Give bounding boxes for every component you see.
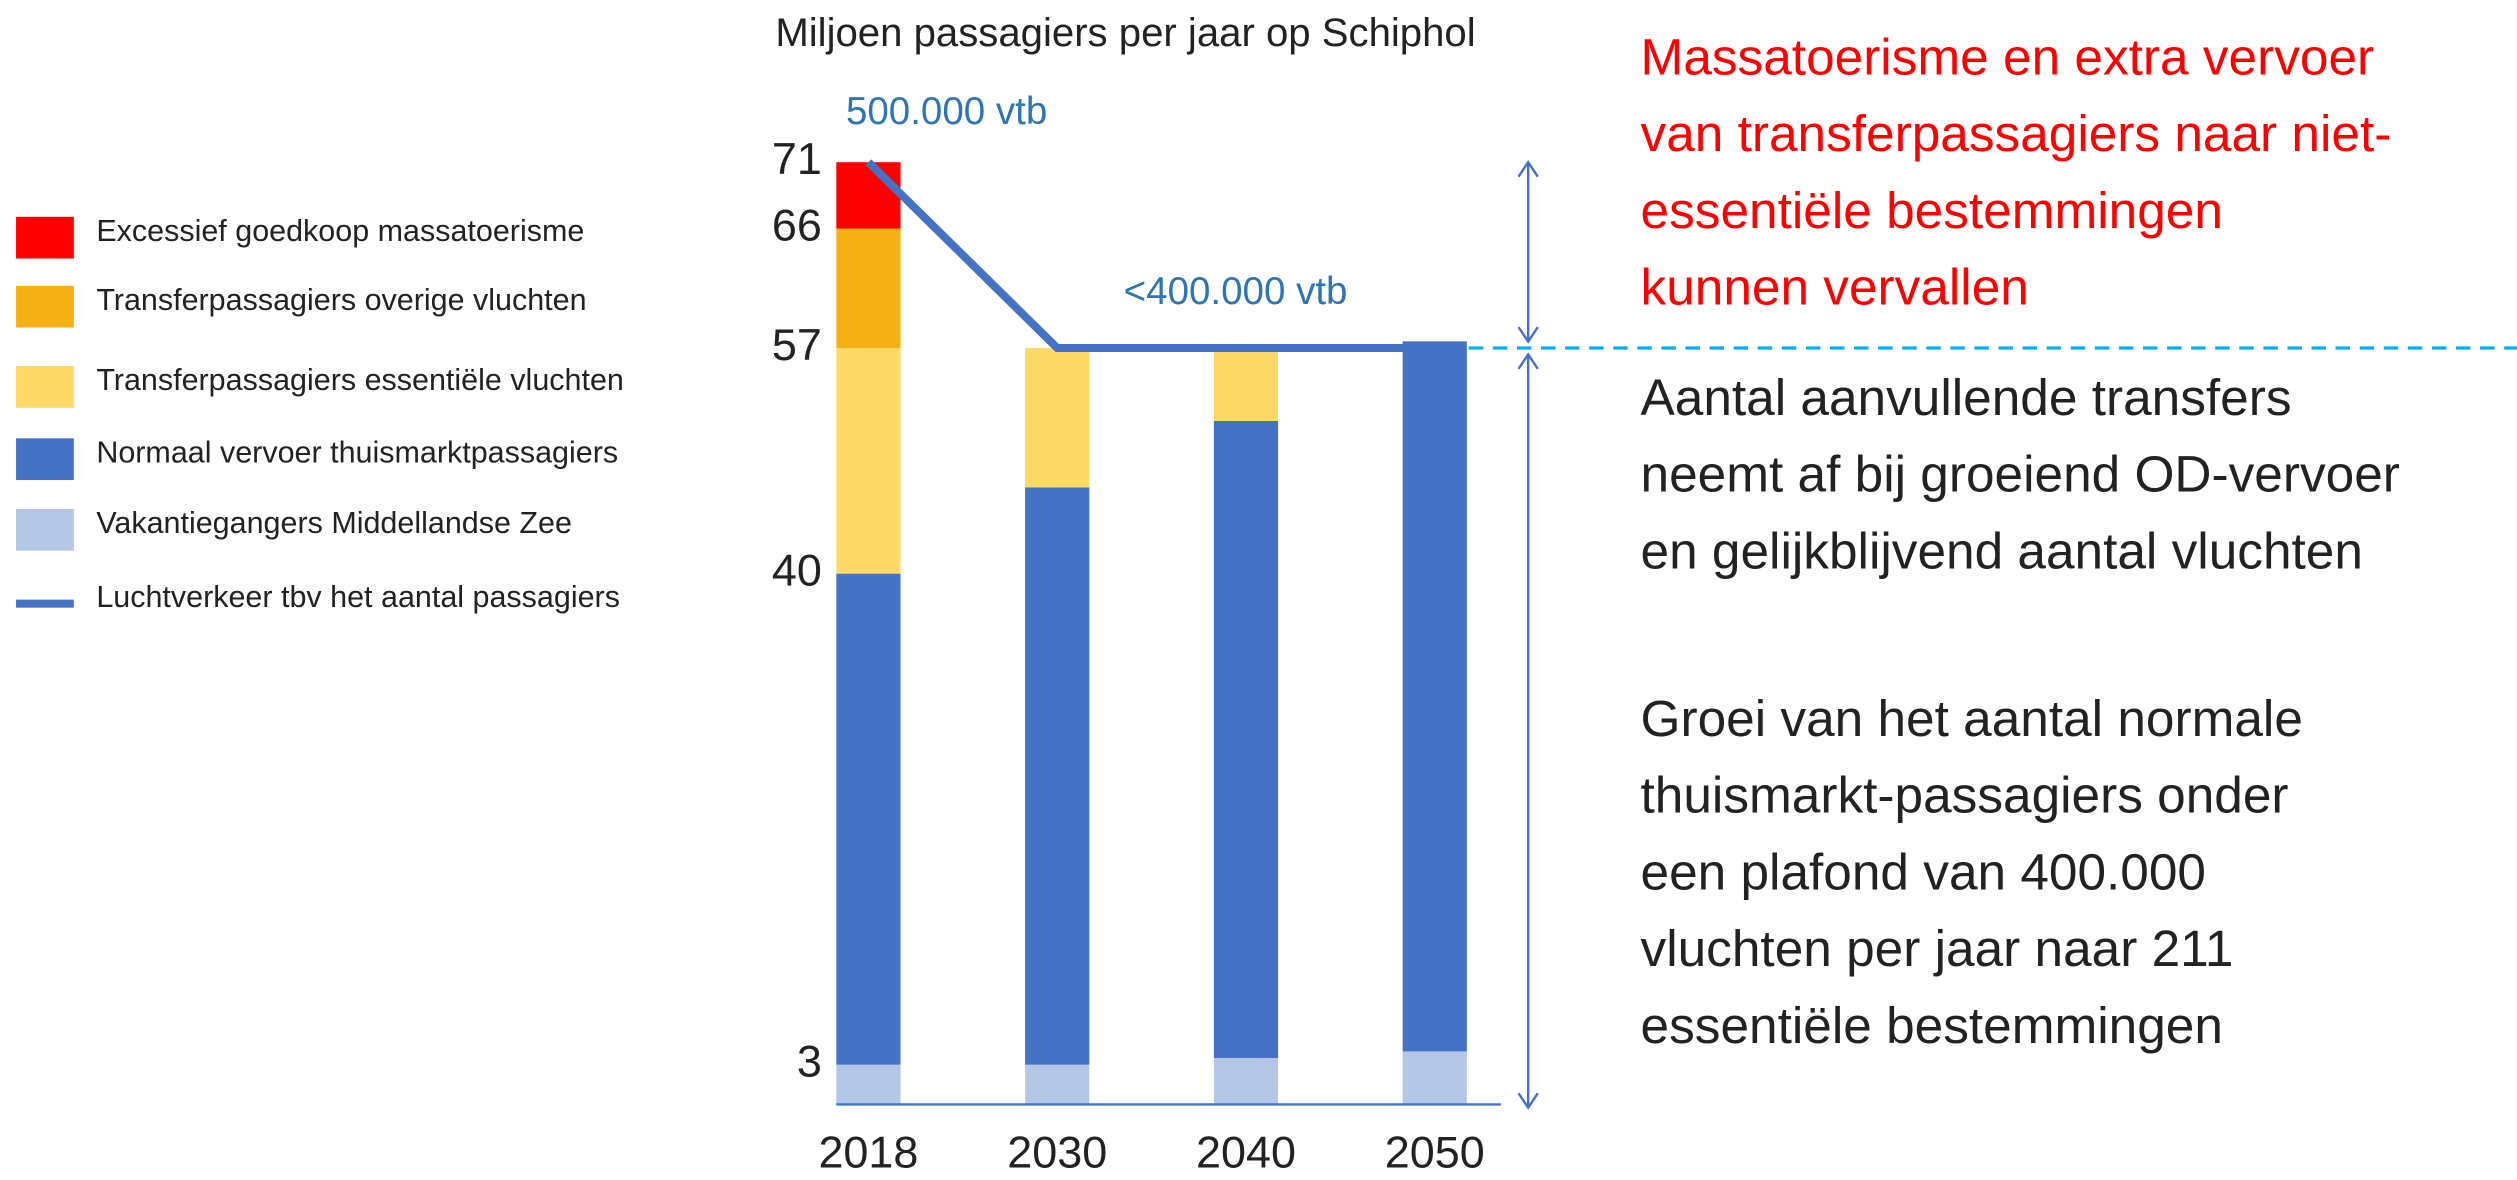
x-tick-label: 2030 — [1007, 1127, 1107, 1178]
bar-segment — [836, 228, 901, 349]
legend-swatch — [16, 508, 74, 551]
note-highlight: van transferpassagiers naar niet- — [1641, 105, 2392, 162]
annotation: 500.000 vtb — [846, 90, 1047, 133]
legend-label: Excessief goedkoop massatoerisme — [96, 214, 584, 248]
bar-segment — [836, 1064, 901, 1105]
y-tick-label: 57 — [772, 319, 822, 370]
note-text: en gelijkblijvend aantal vluchten — [1641, 522, 2363, 579]
note-text: essentiële bestemmingen — [1641, 997, 2223, 1054]
chart-title: Miljoen passagiers per jaar op Schiphol — [775, 10, 1475, 55]
y-tick-label: 40 — [772, 544, 822, 595]
legend-swatch — [16, 438, 74, 481]
note-highlight: essentiële bestemmingen — [1641, 182, 2223, 239]
annotation: <400.000 vtb — [1124, 270, 1348, 313]
arrow-head — [1517, 1092, 1539, 1110]
note-text: thuismarkt-passagiers onder — [1641, 767, 2289, 824]
arrow-head — [1517, 326, 1539, 344]
bar-segment — [836, 573, 901, 1065]
bar-segment — [836, 348, 901, 574]
bar-segment — [1402, 341, 1467, 1052]
bar-segment — [1025, 348, 1090, 488]
arrow-head — [1517, 352, 1539, 370]
x-tick-label: 2040 — [1196, 1127, 1296, 1178]
note-text: Aantal aanvullende transfers — [1641, 369, 2292, 426]
bar-segment — [1213, 420, 1279, 1059]
legend-swatch — [16, 366, 74, 408]
legend-swatch — [16, 216, 74, 259]
legend-label: Vakantiegangers Middellandse Zee — [96, 506, 572, 540]
legend-swatch — [16, 285, 74, 328]
legend-label: Luchtverkeer tbv het aantal passagiers — [96, 580, 620, 614]
note-highlight: Massatoerisme en extra vervoer — [1641, 29, 2375, 86]
legend-label: Transferpassagiers overige vluchten — [96, 283, 586, 317]
x-tick-label: 2018 — [818, 1127, 918, 1178]
bar-segment — [1402, 1051, 1467, 1105]
note-text: Groei van het aantal normale — [1641, 690, 2303, 747]
note-text: vluchten per jaar naar 211 — [1641, 920, 2234, 977]
y-tick-label: 66 — [772, 199, 822, 250]
arrow-head — [1517, 160, 1539, 178]
y-tick-label: 3 — [797, 1036, 822, 1087]
bar-segment — [836, 162, 901, 229]
note-text: neemt af bij groeiend OD-vervoer — [1641, 446, 2400, 503]
legend-label: Transferpassagiers essentiële vluchten — [96, 363, 624, 397]
bar-segment — [1025, 1064, 1090, 1105]
y-tick-label: 71 — [772, 133, 822, 184]
bar-segment — [1025, 487, 1090, 1065]
legend-label: Normaal vervoer thuismarktpassagiers — [96, 435, 618, 469]
note-highlight: kunnen vervallen — [1641, 258, 2029, 315]
bar-segment — [1213, 1058, 1279, 1105]
legend-swatch — [16, 599, 74, 608]
note-text: een plafond van 400.000 — [1641, 843, 2206, 900]
bar-segment — [1213, 348, 1279, 421]
x-tick-label: 2050 — [1385, 1127, 1485, 1178]
line-series — [865, 159, 1435, 353]
